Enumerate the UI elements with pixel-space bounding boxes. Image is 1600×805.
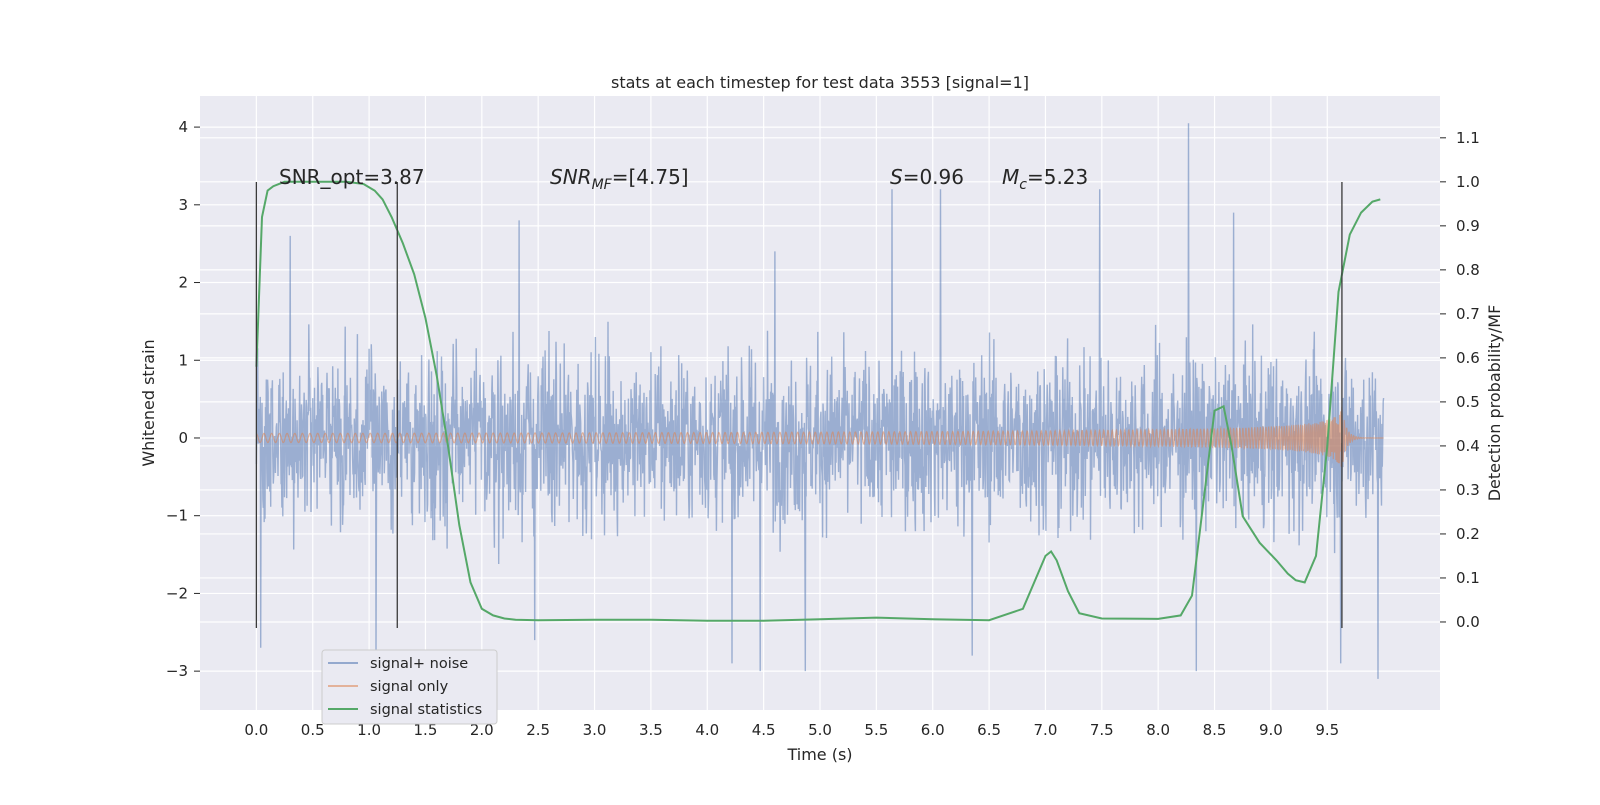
y-tick-label-left: 3: [178, 196, 188, 214]
y-tick-label-right: 1.0: [1456, 173, 1480, 191]
x-tick-label: 4.0: [695, 721, 719, 739]
y-ticks-left: −3 −2 −1 0 1 2 3 4: [166, 118, 200, 680]
y-tick-label-right: 0.1: [1456, 569, 1480, 587]
x-tick-label: 2.5: [526, 721, 550, 739]
series-signal-only-line: [255, 406, 1384, 467]
data-series: [255, 123, 1385, 679]
x-tick-label: 0.5: [301, 721, 325, 739]
annotation-mc: Mc=5.23: [1002, 165, 1088, 193]
x-tick-label: 8.0: [1146, 721, 1170, 739]
y-ticks-right: 0.0 0.1 0.2 0.3 0.4 0.5 0.6 0.7 0.8 0.9 1.0 1.1: [1440, 129, 1480, 631]
x-tick-label: 7.5: [1090, 721, 1114, 739]
y-tick-label-right: 0.5: [1456, 393, 1480, 411]
x-tick-label: 9.0: [1259, 721, 1283, 739]
annotation-snr-opt: SNR_opt=3.87: [279, 165, 425, 189]
y-tick-label-right: 0.8: [1456, 261, 1480, 279]
y-tick-label-left: −3: [166, 662, 188, 680]
y-tick-label-right: 0.4: [1456, 437, 1480, 455]
y-tick-label-right: 0.2: [1456, 525, 1480, 543]
x-tick-label: 1.0: [357, 721, 381, 739]
x-ticks: 0.0 0.5 1.0 1.5 2.0 2.5 3.0 3.5 4.0 4.5 5.0 5.5 6.0 6…: [244, 721, 1339, 739]
y-tick-label-left: 2: [178, 274, 188, 292]
x-tick-label: 7.0: [1034, 721, 1058, 739]
legend-label-signal-statistics: signal statistics: [370, 702, 482, 718]
x-tick-label: 1.5: [414, 721, 438, 739]
x-tick-label: 6.0: [921, 721, 945, 739]
chart-title: stats at each timestep for test data 355…: [611, 73, 1029, 92]
y-tick-label-right: 0.3: [1456, 481, 1480, 499]
y-tick-label-right: 0.7: [1456, 305, 1480, 323]
y-tick-label-right: 0.6: [1456, 349, 1480, 367]
y-axis-label-right: Detection probability/MF: [1485, 305, 1504, 502]
x-tick-label: 5.5: [864, 721, 888, 739]
x-tick-label: 3.0: [583, 721, 607, 739]
y-tick-label-right: 1.1: [1456, 129, 1480, 147]
x-tick-label: 5.0: [808, 721, 832, 739]
y-tick-label-left: 0: [178, 429, 188, 447]
series-signal-statistics-line: [255, 180, 1381, 622]
y-tick-label-right: 0.9: [1456, 217, 1480, 235]
x-tick-label: 9.5: [1315, 721, 1339, 739]
x-tick-label: 0.0: [244, 721, 268, 739]
y-tick-label-left: 1: [178, 351, 188, 369]
x-axis-label: Time (s): [786, 745, 852, 764]
legend-label-signal-noise: signal+ noise: [370, 656, 468, 672]
legend-label-signal-only: signal only: [370, 679, 449, 695]
x-tick-label: 2.0: [470, 721, 494, 739]
x-tick-label: 8.5: [1203, 721, 1227, 739]
legend: signal+ noise signal only signal statist…: [321, 649, 498, 725]
x-tick-label: 3.5: [639, 721, 663, 739]
y-tick-label-left: 4: [178, 118, 188, 136]
y-axis-label-left: Whitened strain: [139, 339, 158, 466]
y-tick-label-right: 0.0: [1456, 613, 1480, 631]
y-tick-label-left: −1: [166, 507, 188, 525]
y-tick-label-left: −2: [166, 584, 188, 602]
annotation-s: S=0.96: [890, 165, 964, 189]
x-tick-label: 4.5: [752, 721, 776, 739]
x-tick-label: 6.5: [977, 721, 1001, 739]
legend-box: [321, 649, 498, 725]
vertical-markers: [255, 182, 1343, 628]
annotation-snr-mf: SNRMF=[4.75]: [550, 165, 689, 193]
